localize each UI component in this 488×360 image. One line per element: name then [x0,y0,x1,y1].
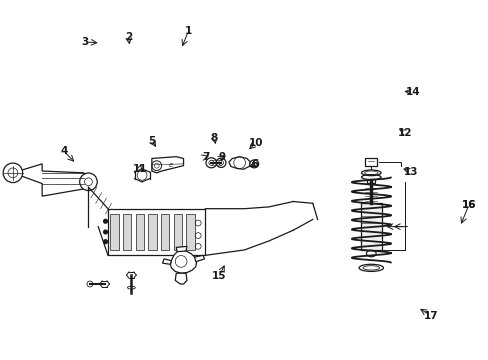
Ellipse shape [358,264,383,271]
Circle shape [103,240,107,244]
Text: 16: 16 [461,200,475,210]
Text: 16: 16 [461,200,475,210]
Text: 11: 11 [132,163,146,174]
Polygon shape [228,157,250,169]
Bar [365,158,376,166]
Polygon shape [161,214,169,250]
Text: 3: 3 [81,37,88,47]
Text: 14: 14 [405,87,419,97]
Ellipse shape [205,158,216,168]
Text: 4: 4 [61,146,68,156]
Text: e: e [168,162,172,168]
Polygon shape [13,164,91,196]
Polygon shape [162,259,171,264]
Polygon shape [170,250,196,273]
Text: 13: 13 [403,167,418,177]
Circle shape [80,173,97,190]
Ellipse shape [249,160,258,168]
Ellipse shape [216,158,225,167]
Polygon shape [108,209,205,255]
Text: 15: 15 [211,271,226,281]
Polygon shape [148,214,157,250]
Text: 1: 1 [184,26,192,36]
Bar [366,179,374,183]
Text: 2: 2 [124,32,132,41]
Text: 17: 17 [423,311,437,320]
Circle shape [103,230,107,234]
Polygon shape [175,273,186,284]
Text: 8: 8 [210,133,218,143]
Text: 7: 7 [202,152,209,162]
Circle shape [103,219,107,223]
Polygon shape [136,214,144,250]
Polygon shape [173,214,182,250]
Polygon shape [110,214,119,250]
Text: 5: 5 [148,136,155,145]
Polygon shape [186,214,194,250]
Circle shape [87,281,93,287]
Ellipse shape [361,170,380,176]
Polygon shape [152,157,183,173]
Polygon shape [360,203,381,250]
Ellipse shape [127,286,135,289]
Circle shape [3,163,22,183]
Text: 12: 12 [397,128,412,138]
Text: 9: 9 [219,152,225,162]
Polygon shape [194,255,204,262]
Polygon shape [176,246,186,252]
Text: 6: 6 [251,159,258,169]
Polygon shape [123,214,131,250]
Text: 10: 10 [248,138,263,148]
